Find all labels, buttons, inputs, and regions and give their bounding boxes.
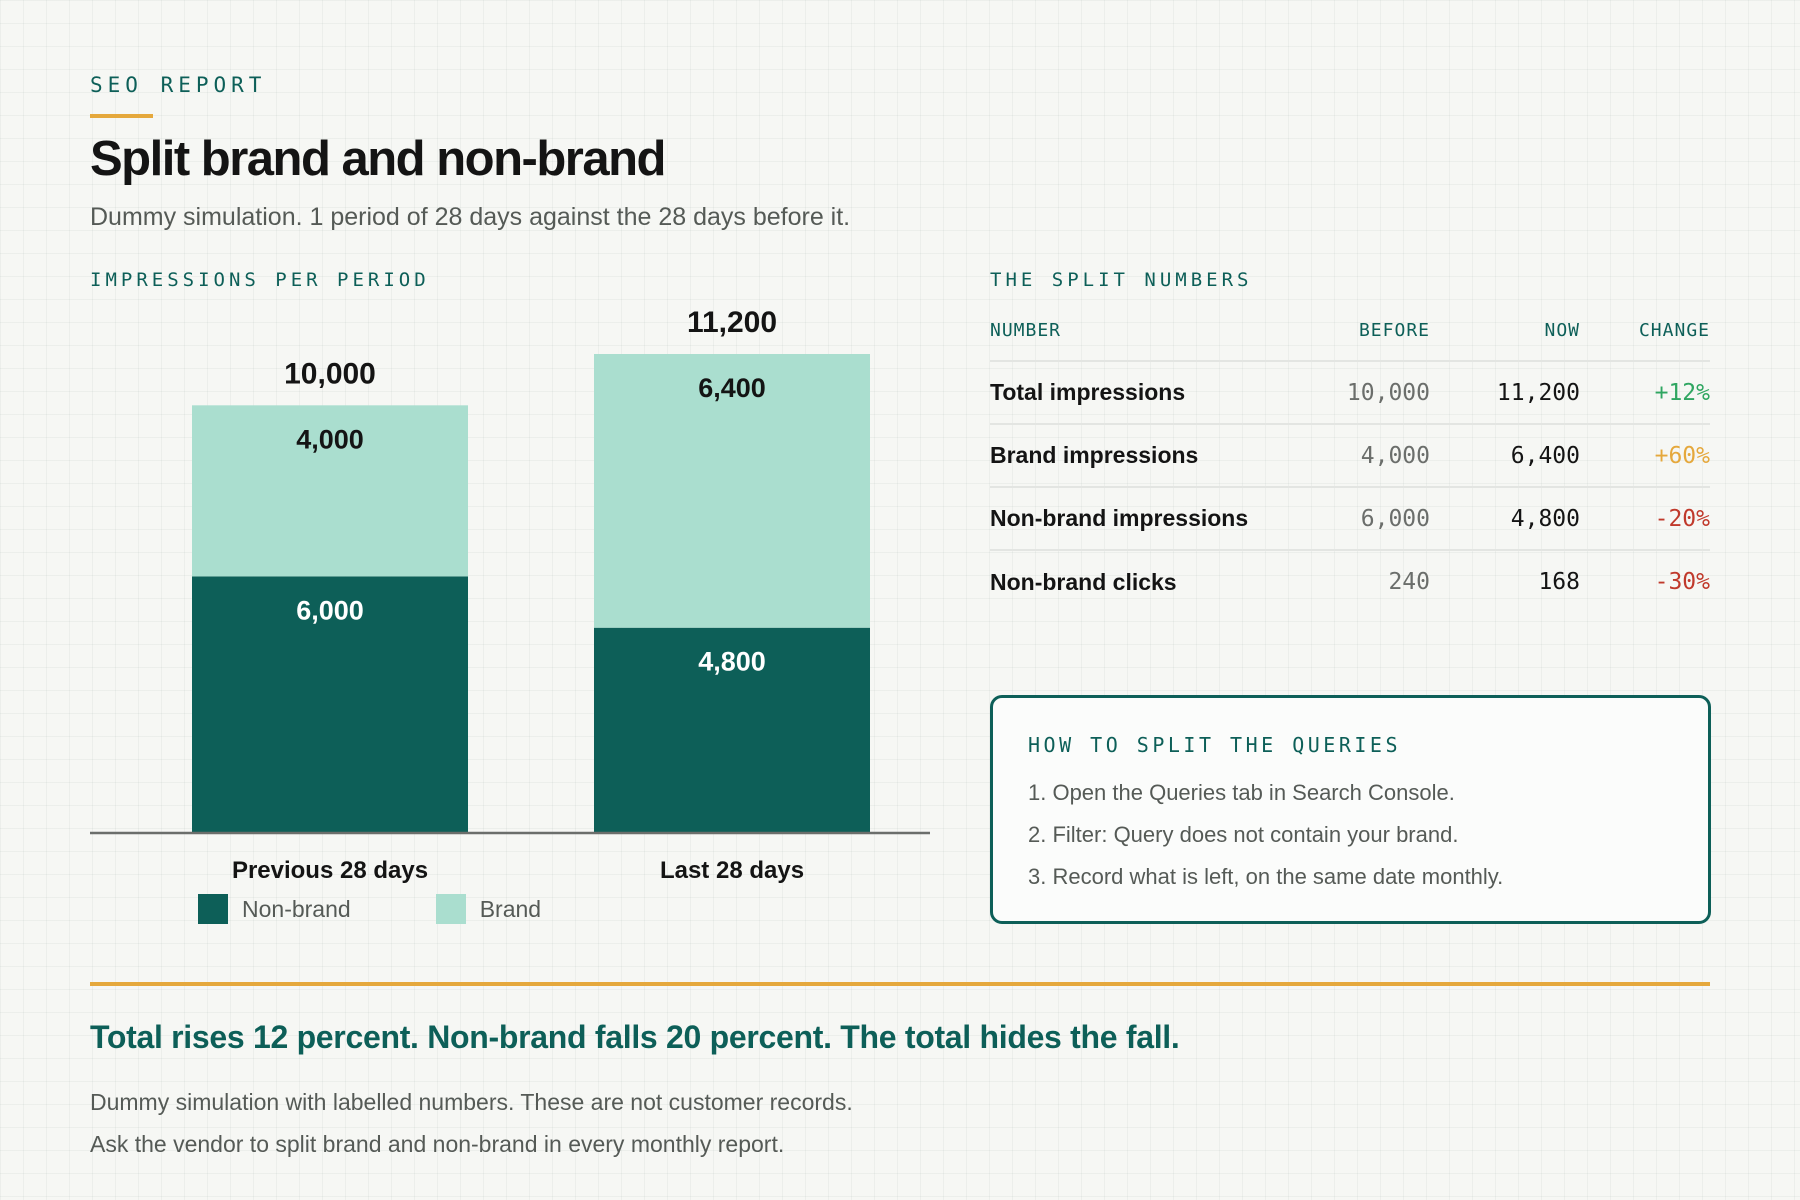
row-label: Brand impressions xyxy=(990,424,1310,488)
now-value: 6,400 xyxy=(1430,424,1580,488)
footnote-disclaimer: Dummy simulation with labelled numbers. … xyxy=(90,1089,853,1115)
page-subtitle: Dummy simulation. 1 period of 28 days ag… xyxy=(90,203,851,231)
bar-segment-non-brand xyxy=(594,627,870,833)
before-value: 4,000 xyxy=(1310,424,1430,488)
how-to-step: 1. Open the Queries tab in Search Consol… xyxy=(1028,780,1455,805)
bar-segment-label: 4,000 xyxy=(296,424,364,454)
legend-label-non-brand: Non-brand xyxy=(242,895,351,922)
bar-segment-brand xyxy=(594,354,870,628)
row-label: Non-brand impressions xyxy=(990,487,1310,551)
how-to-step: 2. Filter: Query does not contain your b… xyxy=(1028,822,1459,847)
header-now: NOW xyxy=(1430,313,1580,362)
bar-total-label: 10,000 xyxy=(284,357,376,390)
split-numbers-table: NUMBER BEFORE NOW CHANGE Total impressio… xyxy=(990,313,1710,613)
bar-segment-non-brand xyxy=(192,576,468,833)
row-label: Total impressions xyxy=(990,361,1310,425)
table-row: Brand impressions 4,000 6,400 +60% xyxy=(990,424,1710,488)
legend-swatch-non-brand xyxy=(198,894,228,924)
eyebrow-accent-rule xyxy=(90,114,153,118)
header-number: NUMBER xyxy=(990,313,1310,362)
how-to-title: HOW TO SPLIT THE QUERIES xyxy=(1028,733,1401,757)
how-to-step: 3. Record what is left, on the same date… xyxy=(1028,864,1504,889)
report-eyebrow: SEO REPORT xyxy=(90,73,267,97)
x-axis-category-label: Last 28 days xyxy=(660,857,804,884)
chart-section-label: IMPRESSIONS PER PERIOD xyxy=(90,269,430,291)
bar-segment-label: 6,400 xyxy=(698,373,766,403)
now-value: 4,800 xyxy=(1430,487,1580,551)
change-value: -30% xyxy=(1654,569,1710,595)
before-value: 10,000 xyxy=(1310,361,1430,425)
table-row: Non-brand impressions 6,000 4,800 -20% xyxy=(990,487,1710,551)
how-to-split-card: HOW TO SPLIT THE QUERIES 1. Open the Que… xyxy=(990,695,1711,924)
header-before: BEFORE xyxy=(1310,313,1430,362)
table-section-label: THE SPLIT NUMBERS xyxy=(990,269,1253,291)
bar-segment-label: 6,000 xyxy=(296,595,364,625)
legend-label-brand: Brand xyxy=(479,895,542,922)
bar-segment-label: 4,800 xyxy=(698,647,766,677)
before-value: 6,000 xyxy=(1310,487,1430,551)
row-label: Non-brand clicks xyxy=(990,568,1177,595)
header-change: CHANGE xyxy=(1580,313,1710,362)
change-value: +12% xyxy=(1580,361,1710,425)
page-title: Split brand and non-brand xyxy=(90,132,666,186)
takeaway-headline: Total rises 12 percent. Non-brand falls … xyxy=(90,1019,1180,1055)
table-row: Non-brand clicks 240 168 -30% xyxy=(990,550,1710,613)
before-value: 240 xyxy=(1388,569,1430,595)
change-value: -20% xyxy=(1580,487,1710,551)
table-header-row: NUMBER BEFORE NOW CHANGE xyxy=(990,313,1710,362)
now-value: 168 xyxy=(1538,569,1580,595)
chart-legend: Non-brand Brand xyxy=(198,894,541,924)
change-value: +60% xyxy=(1580,424,1710,488)
table-row: Total impressions 10,000 11,200 +12% xyxy=(990,361,1710,425)
bar-segment-brand xyxy=(192,405,468,577)
footer-accent-rule xyxy=(90,982,1710,986)
how-to-steps: 1. Open the Queries tab in Search Consol… xyxy=(1028,780,1503,906)
legend-swatch-brand xyxy=(435,894,466,924)
now-value: 11,200 xyxy=(1430,361,1580,425)
x-axis-category-label: Previous 28 days xyxy=(232,857,428,884)
footnote-recommendation: Ask the vendor to split brand and non-br… xyxy=(90,1131,785,1157)
bar-total-label: 11,200 xyxy=(687,306,777,339)
